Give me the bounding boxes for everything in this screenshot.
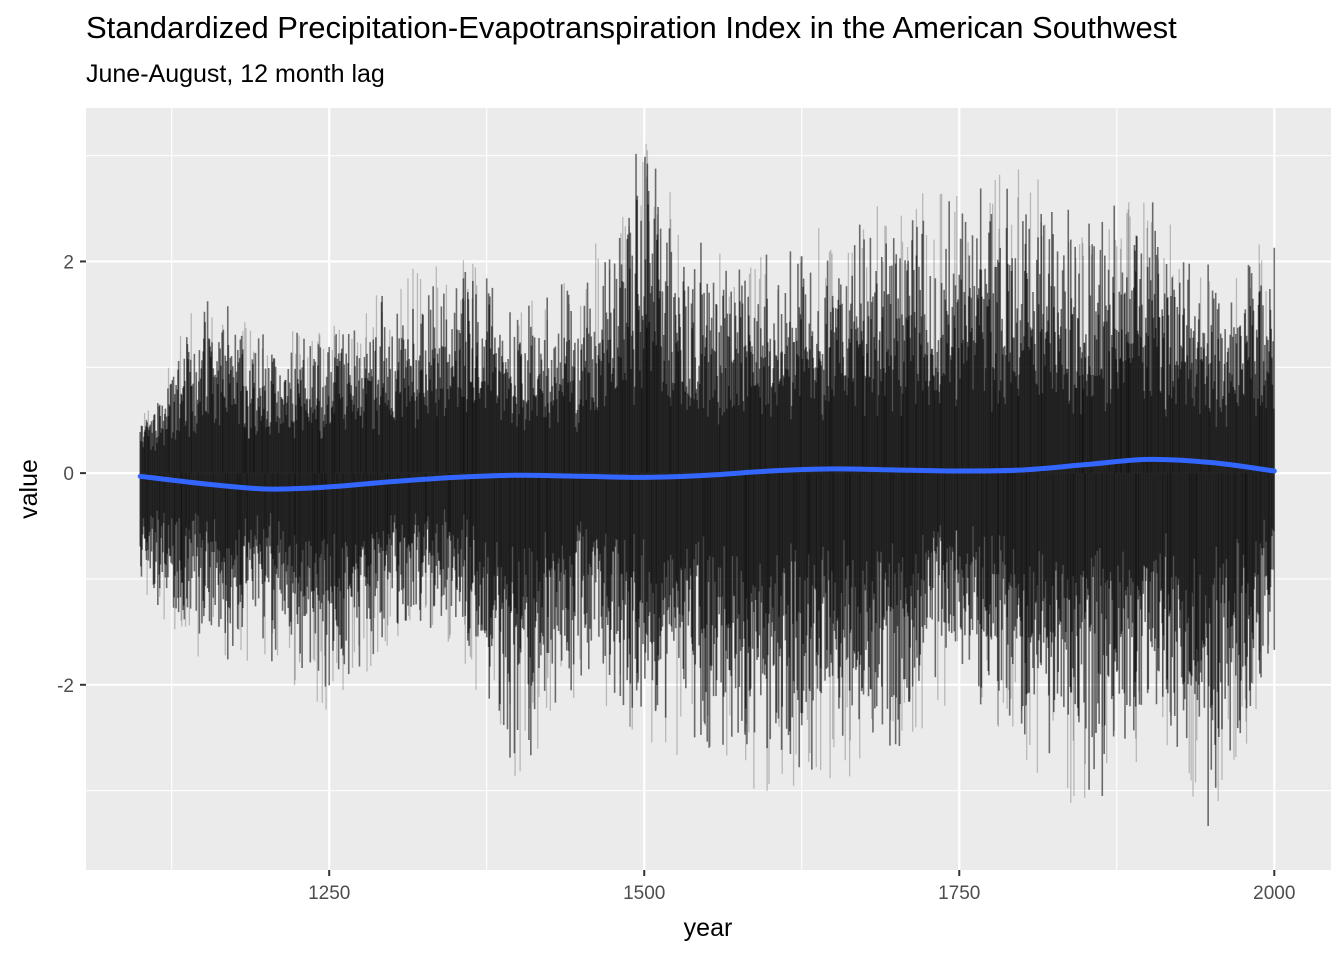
x-tick-label: 1750 bbox=[938, 883, 980, 904]
chart-subtitle: June-August, 12 month lag bbox=[86, 60, 385, 88]
x-tick-label: 1500 bbox=[623, 883, 665, 904]
smooth-trend-layer bbox=[137, 456, 1277, 492]
chart-title: Standardized Precipitation-Evapotranspir… bbox=[86, 10, 1177, 45]
x-tick-label: 1250 bbox=[308, 883, 350, 904]
x-tick-label: 2000 bbox=[1253, 883, 1295, 904]
y-tick-label: 0 bbox=[63, 464, 74, 485]
y-axis-title: value bbox=[15, 459, 43, 519]
smooth-trend-line bbox=[137, 456, 1277, 492]
ensemble-lines bbox=[139, 143, 1276, 827]
x-axis-title: year bbox=[684, 914, 733, 942]
axes: 1250 1500 1750 2000 -2 0 2 bbox=[57, 252, 1295, 904]
y-tick-label: -2 bbox=[57, 676, 74, 697]
y-tick-label: 2 bbox=[63, 252, 74, 273]
